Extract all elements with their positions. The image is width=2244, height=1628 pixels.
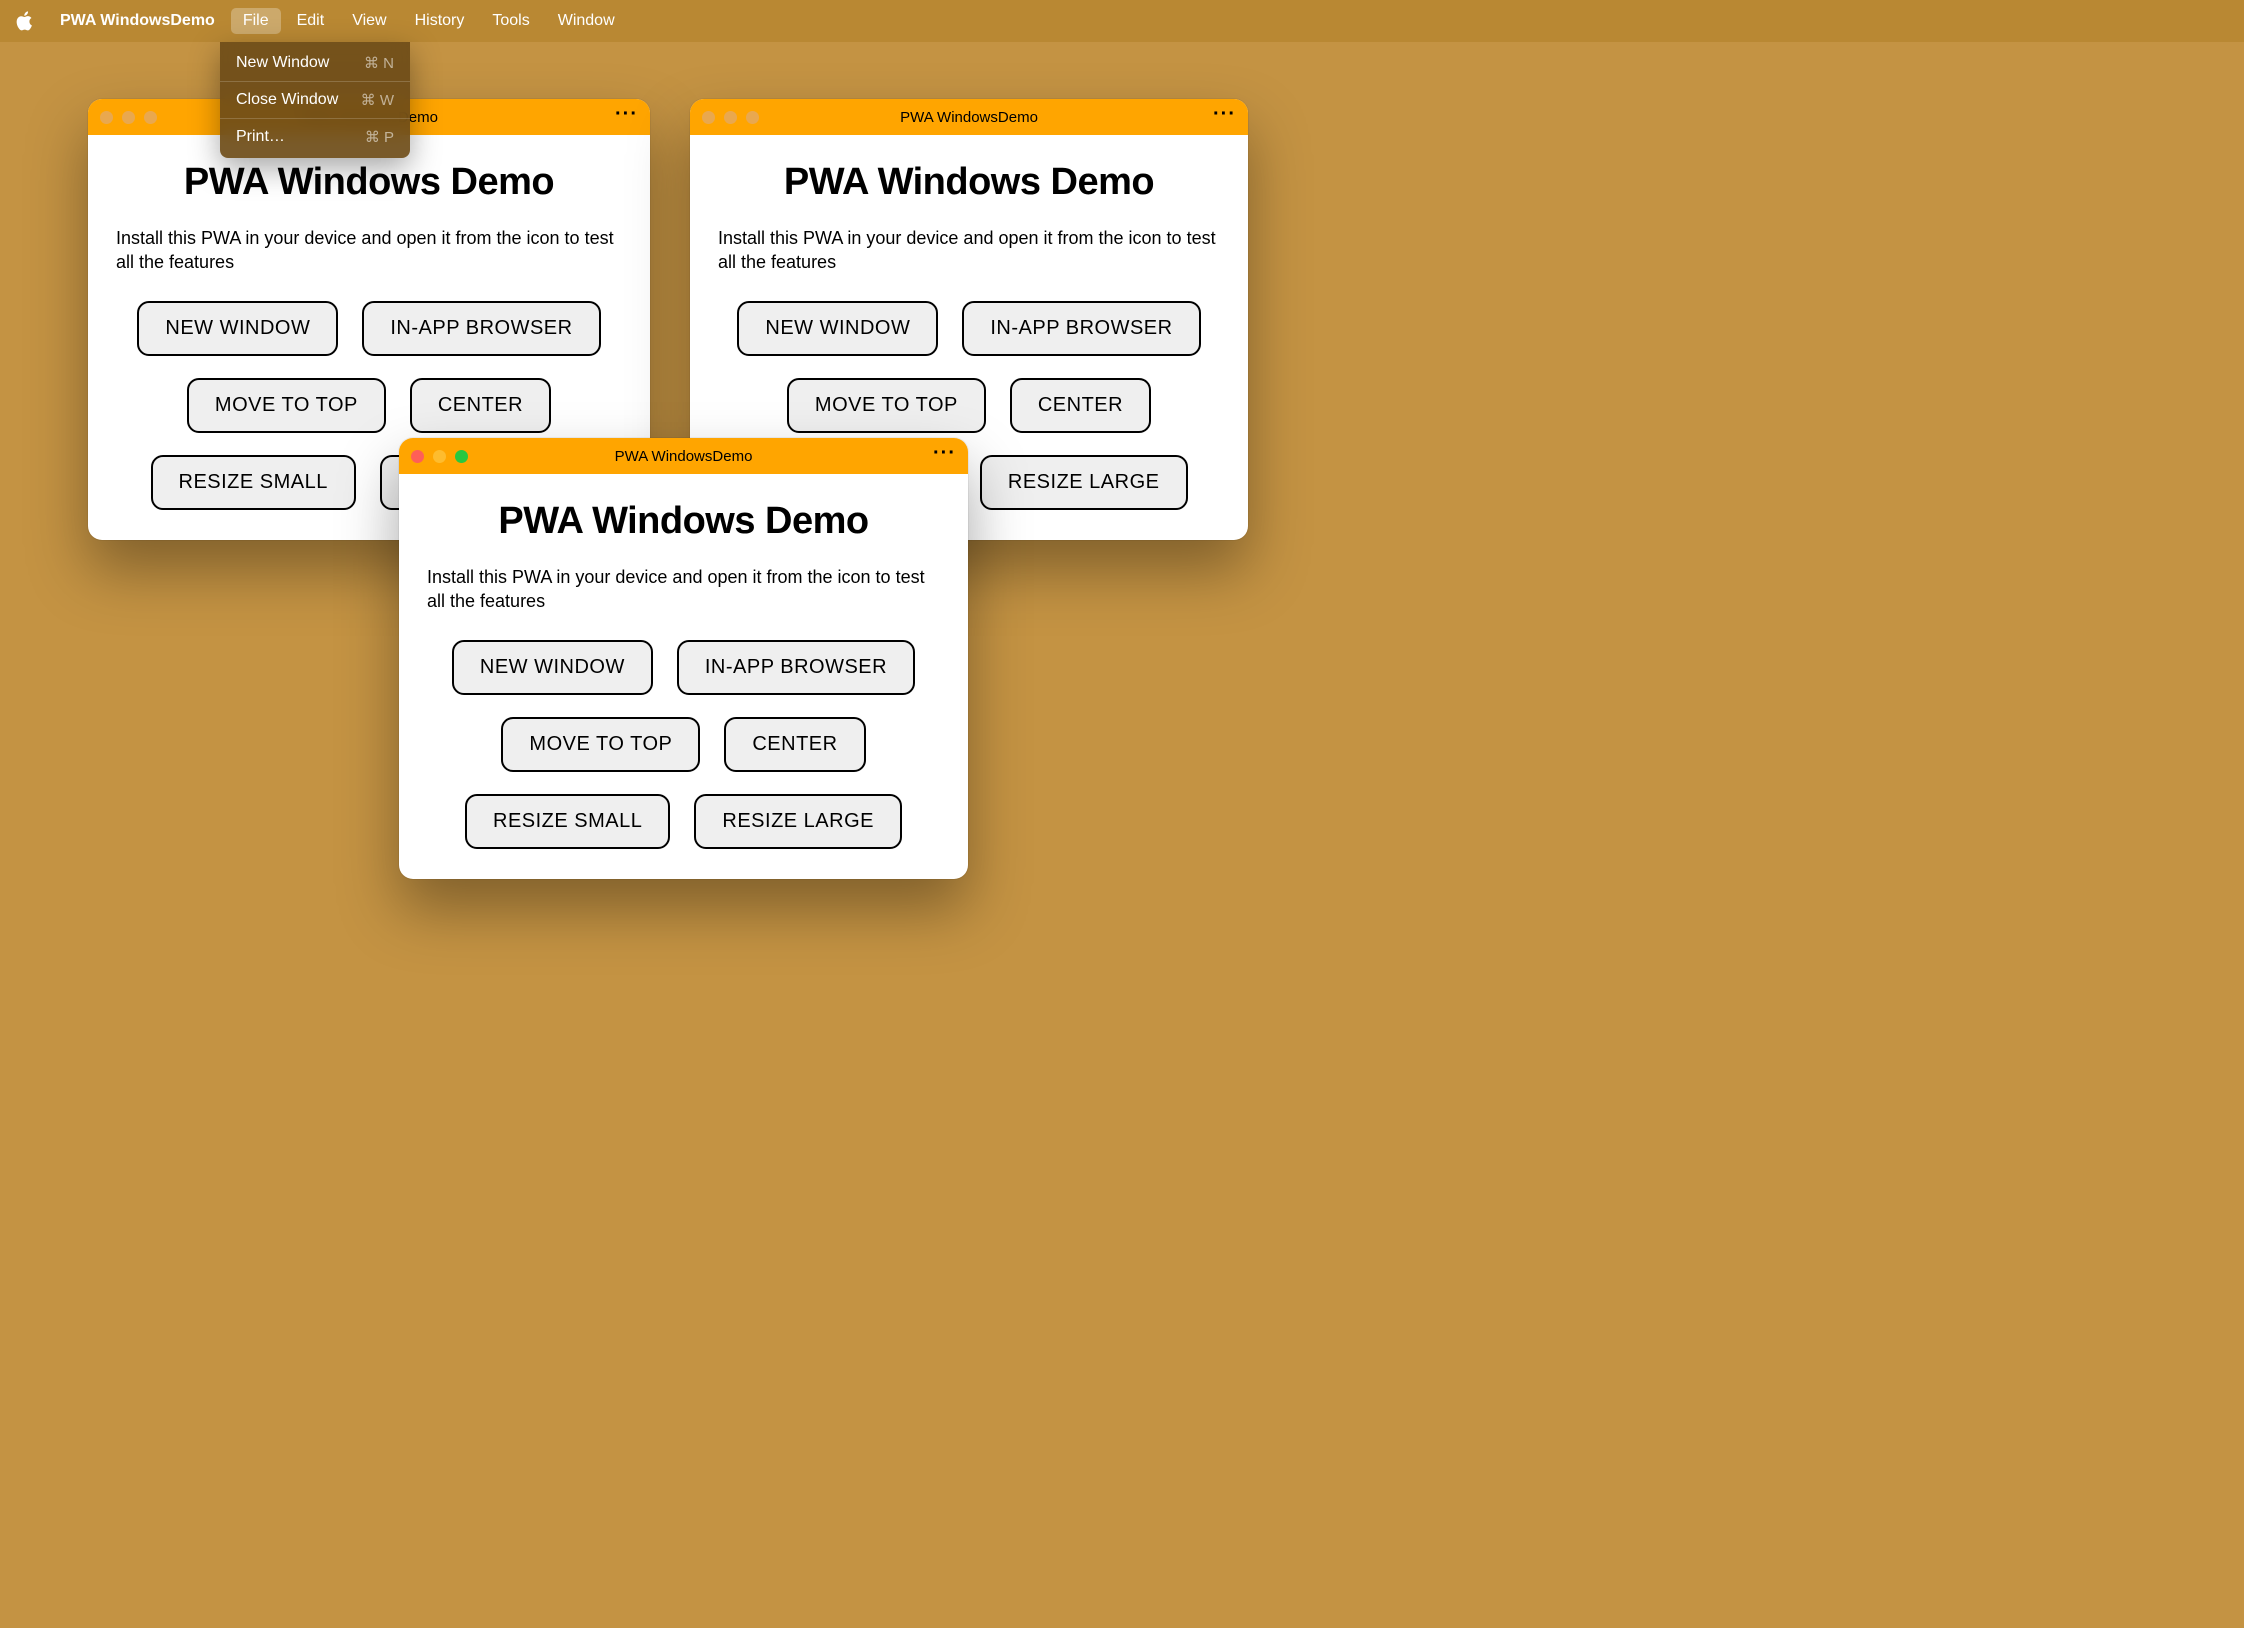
menu-item-shortcut: ⌘ W — [361, 91, 394, 109]
in-app-browser-button[interactable]: IN-APP BROWSER — [962, 301, 1200, 356]
resize-small-button[interactable]: RESIZE SMALL — [151, 455, 356, 510]
menu-item-label: New Window — [236, 54, 329, 72]
traffic-lights — [100, 111, 157, 124]
pwa-window: PWA WindowsDemo··· PWA Windows Demo Instal… — [399, 438, 968, 879]
page-description: Install this PWA in your device and open… — [718, 226, 1220, 275]
maximize-button[interactable] — [144, 111, 157, 124]
menu-item-label: Print… — [236, 128, 285, 146]
menu-separator — [220, 81, 410, 82]
new-window-button[interactable]: NEW WINDOW — [737, 301, 938, 356]
more-options-icon[interactable]: ··· — [933, 443, 956, 469]
close-button[interactable] — [411, 450, 424, 463]
window-body: PWA Windows Demo Install this PWA in your… — [399, 474, 968, 879]
page-title: PWA Windows Demo — [427, 500, 940, 543]
menubar-item-view[interactable]: View — [340, 8, 398, 34]
move-to-top-button[interactable]: MOVE TO TOP — [787, 378, 986, 433]
resize-large-button[interactable]: RESIZE LARGE — [694, 794, 902, 849]
window-titlebar[interactable]: PWA WindowsDemo··· — [399, 438, 968, 474]
menu-item-shortcut: ⌘ N — [364, 54, 394, 72]
menubar-item-file[interactable]: File — [231, 8, 281, 34]
minimize-button[interactable] — [122, 111, 135, 124]
menubar-item-edit[interactable]: Edit — [285, 8, 337, 34]
menu-item-new-window[interactable]: New Window ⌘ N — [220, 48, 410, 78]
button-grid: NEW WINDOW IN-APP BROWSER MOVE TO TOP CENTE… — [427, 640, 940, 849]
menu-item-shortcut: ⌘ P — [365, 128, 394, 146]
window-title: PWA WindowsDemo — [399, 448, 968, 465]
close-button[interactable] — [702, 111, 715, 124]
macos-menubar: PWA WindowsDemo FileEditViewHistoryTools… — [0, 0, 2244, 42]
close-button[interactable] — [100, 111, 113, 124]
in-app-browser-button[interactable]: IN-APP BROWSER — [677, 640, 915, 695]
menubar-item-tools[interactable]: Tools — [480, 8, 541, 34]
window-title: PWA WindowsDemo — [690, 109, 1248, 126]
traffic-lights — [702, 111, 759, 124]
page-description: Install this PWA in your device and open… — [116, 226, 622, 275]
resize-small-button[interactable]: RESIZE SMALL — [465, 794, 670, 849]
new-window-button[interactable]: NEW WINDOW — [137, 301, 338, 356]
apple-logo-icon[interactable] — [10, 7, 38, 35]
page-title: PWA Windows Demo — [718, 161, 1220, 204]
window-titlebar[interactable]: PWA WindowsDemo··· — [690, 99, 1248, 135]
move-to-top-button[interactable]: MOVE TO TOP — [501, 717, 700, 772]
center-button[interactable]: CENTER — [724, 717, 865, 772]
menu-item-label: Close Window — [236, 91, 338, 109]
menubar-item-window[interactable]: Window — [546, 8, 627, 34]
center-button[interactable]: CENTER — [1010, 378, 1151, 433]
page-title: PWA Windows Demo — [116, 161, 622, 204]
resize-large-button[interactable]: RESIZE LARGE — [980, 455, 1188, 510]
minimize-button[interactable] — [724, 111, 737, 124]
more-options-icon[interactable]: ··· — [615, 104, 638, 130]
menubar-item-history[interactable]: History — [403, 8, 477, 34]
minimize-button[interactable] — [433, 450, 446, 463]
center-button[interactable]: CENTER — [410, 378, 551, 433]
menubar-app-name[interactable]: PWA WindowsDemo — [48, 8, 227, 34]
maximize-button[interactable] — [455, 450, 468, 463]
maximize-button[interactable] — [746, 111, 759, 124]
traffic-lights — [411, 450, 468, 463]
page-description: Install this PWA in your device and open… — [427, 565, 940, 614]
move-to-top-button[interactable]: MOVE TO TOP — [187, 378, 386, 433]
file-menu-dropdown: New Window ⌘ N Close Window ⌘ W Print… ⌘ P — [220, 42, 410, 158]
more-options-icon[interactable]: ··· — [1213, 104, 1236, 130]
menu-item-print[interactable]: Print… ⌘ P — [220, 122, 410, 152]
menu-item-close-window[interactable]: Close Window ⌘ W — [220, 85, 410, 115]
menu-separator — [220, 118, 410, 119]
new-window-button[interactable]: NEW WINDOW — [452, 640, 653, 695]
in-app-browser-button[interactable]: IN-APP BROWSER — [362, 301, 600, 356]
